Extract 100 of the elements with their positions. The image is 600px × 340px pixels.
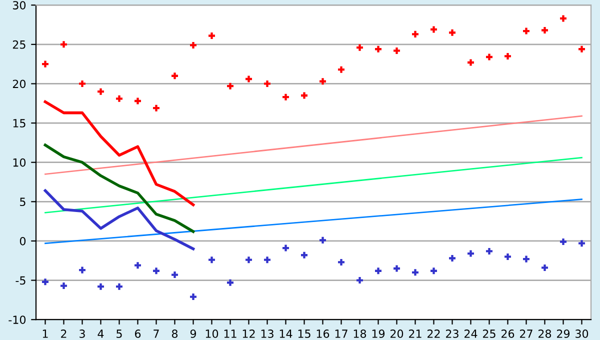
point [522, 256, 530, 262]
y-tick-label: 5 [20, 198, 26, 206]
x-tick-label: 9 [190, 330, 196, 338]
point [208, 256, 216, 264]
point [356, 277, 364, 284]
point [264, 80, 271, 87]
y-tick-label: 0 [20, 236, 26, 246]
x-tick-label: 15 [298, 330, 310, 338]
y-tick-label: 25 [12, 40, 26, 49]
x-tick-label: 25 [482, 330, 496, 338]
x-tick-label: 8 [172, 330, 178, 338]
point [393, 265, 400, 272]
point [282, 94, 290, 100]
point [190, 42, 197, 48]
point [226, 82, 234, 90]
point [116, 95, 123, 102]
point [264, 256, 271, 264]
point [226, 279, 234, 286]
y-tick-label: 15 [13, 119, 26, 128]
point [467, 59, 474, 66]
line-series [44, 189, 195, 250]
point [134, 98, 142, 104]
x-tick-label: 4 [98, 330, 104, 338]
point [300, 92, 308, 99]
y-tick-label: -10 [8, 316, 26, 324]
x-tick-label: 1 [42, 330, 48, 338]
point [42, 278, 49, 286]
point [171, 72, 178, 80]
point [541, 264, 548, 271]
point [412, 269, 419, 276]
point [338, 258, 345, 266]
point [522, 28, 530, 34]
y-tick-label: 30 [12, 1, 26, 10]
point [78, 266, 86, 274]
point [134, 262, 142, 269]
y-tick-label: 10 [13, 158, 26, 167]
point [60, 41, 68, 48]
x-tick-label: 22 [427, 330, 440, 338]
point [541, 27, 548, 34]
x-tick-label: 14 [280, 330, 292, 338]
line-series [44, 100, 195, 206]
point [300, 252, 308, 258]
point [412, 30, 419, 38]
point [116, 283, 123, 290]
point [504, 52, 512, 60]
x-tick-label: 11 [224, 330, 236, 338]
x-tick-label: 20 [390, 330, 404, 338]
point [393, 47, 400, 54]
y-tick-label: -5 [16, 276, 26, 285]
point [190, 294, 197, 300]
point [245, 256, 252, 264]
point [152, 104, 160, 112]
x-tick-label: 30 [576, 330, 588, 338]
point [319, 78, 326, 85]
point [282, 244, 290, 252]
point [356, 44, 364, 51]
point [486, 54, 493, 60]
point [319, 236, 326, 244]
point [578, 46, 586, 52]
x-tick-label: 18 [354, 330, 366, 338]
point [560, 15, 567, 22]
x-tick-label: 7 [154, 330, 159, 338]
point [560, 238, 567, 246]
point [430, 26, 438, 33]
point [78, 80, 86, 87]
point [448, 29, 456, 36]
point [208, 32, 216, 40]
x-tick-label: 16 [316, 330, 330, 338]
x-tick-label: 2 [61, 330, 66, 338]
point [171, 272, 178, 278]
y-tick-label: 20 [12, 80, 26, 88]
x-tick-label: 5 [116, 330, 122, 338]
x-tick-label: 27 [520, 330, 532, 338]
point [467, 250, 474, 257]
x-tick-label: 6 [134, 330, 141, 338]
point [374, 46, 382, 52]
x-tick-label: 21 [408, 330, 422, 338]
point [448, 255, 456, 262]
point [486, 248, 493, 254]
point [374, 268, 382, 274]
line-series [44, 144, 195, 233]
x-tick-label: 19 [372, 330, 385, 338]
x-tick-label: 28 [538, 330, 552, 338]
point [504, 253, 512, 260]
x-tick-label: 3 [80, 330, 85, 338]
point [97, 283, 104, 290]
x-tick-label: 26 [501, 330, 514, 338]
point [97, 88, 104, 95]
point [152, 268, 160, 274]
point [245, 76, 252, 82]
point [60, 282, 68, 290]
x-tick-label: 17 [335, 330, 348, 338]
x-tick-label: 24 [464, 330, 478, 338]
x-tick-label: 29 [556, 330, 570, 338]
x-tick-label: 10 [206, 330, 218, 338]
point [578, 240, 586, 247]
x-tick-label: 13 [261, 330, 274, 338]
x-tick-label: 23 [446, 330, 458, 338]
x-tick-label: 12 [242, 330, 255, 338]
point [42, 60, 49, 68]
